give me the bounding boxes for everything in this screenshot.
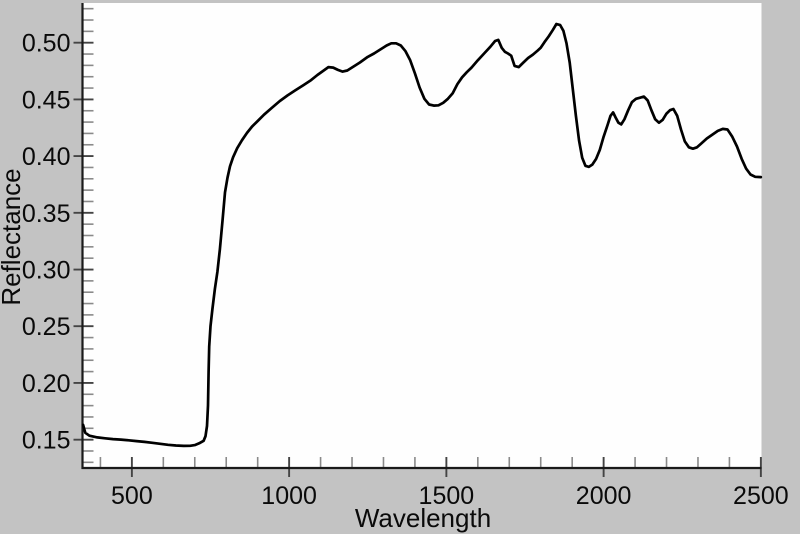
y-tick-label: 0.45	[22, 86, 71, 114]
x-axis-title: Wavelength	[355, 503, 491, 533]
axis-lines	[81, 3, 762, 470]
y-tick-label: 0.20	[22, 370, 71, 398]
y-tick-label: 0.30	[22, 257, 71, 285]
tick-labels: 500 1000 1500 2000 2500 0.15 0.20 0.25 0.30 0.35 0…	[22, 30, 789, 510]
y-tick-label: 0.40	[22, 143, 71, 171]
x-tick-label: 1000	[261, 482, 317, 510]
spectrum-curve-layer	[81, 22, 763, 448]
y-tick-label: 0.50	[22, 30, 71, 58]
y-tick-label: 0.35	[22, 200, 71, 228]
x-tick-label: 2000	[576, 482, 632, 510]
spectrum-line	[81, 22, 763, 448]
y-axis-title: Reflectance	[0, 168, 26, 305]
y-tick-label: 0.25	[22, 313, 71, 341]
y-tick-label: 0.15	[22, 427, 71, 455]
x-tick-label: 500	[111, 482, 153, 510]
x-tick-label: 2500	[733, 482, 789, 510]
plot-area[interactable]	[82, 3, 762, 468]
x-tick-label: 1500	[419, 482, 475, 510]
